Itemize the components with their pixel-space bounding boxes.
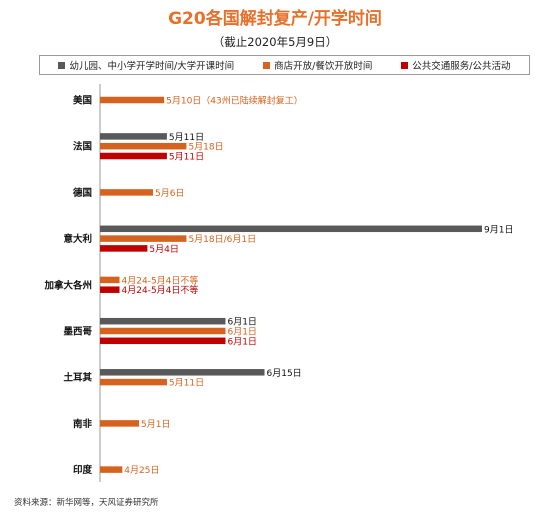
bar-shops — [100, 276, 120, 284]
data-label: 9月1日 — [484, 224, 513, 235]
chart-subtitle: （截止2020年5月9日） — [212, 35, 338, 49]
bar-shops — [100, 96, 165, 104]
data-label: 5月11日 — [169, 152, 204, 163]
data-label: 4月24-5月4日不等 — [122, 284, 199, 296]
legend: 幼儿园、中小学开学时间/大学开课时间 商店开放/餐饮开放时间 公共交通服务/公共… — [39, 55, 530, 75]
bar-shops — [100, 235, 187, 242]
bar-shops — [100, 327, 226, 335]
legend-label-transit: 公共交通服务/公共活动 — [412, 61, 511, 72]
data-label: 4月25日 — [124, 465, 159, 476]
data-label: 5月6日 — [155, 188, 184, 199]
category-label: 美国 — [72, 95, 92, 107]
legend-swatch-transit — [401, 61, 409, 69]
legend-label-school: 幼儿园、中小学开学时间/大学开课时间 — [69, 61, 235, 72]
bar-school — [100, 133, 167, 140]
data-label: 5月11日 — [169, 378, 204, 389]
data-label: 5月18日/6月1日 — [188, 234, 256, 245]
bar-school — [100, 369, 265, 376]
bar-school — [100, 225, 482, 233]
category-label: 南非 — [73, 418, 93, 430]
category-label: 土耳其 — [63, 372, 92, 384]
bar-shops — [100, 420, 140, 427]
data-label: 5月4日 — [149, 244, 178, 255]
data-label: 6月1日 — [227, 327, 256, 338]
bar-shops — [100, 142, 187, 150]
data-label: 6月1日 — [227, 317, 256, 328]
data-label: 4月24-5月4日不等 — [122, 274, 199, 286]
legend-item-transit: 公共交通服务/公共活动 — [401, 58, 510, 72]
source-note: 资料来源：新华网等，天风证券研究所 — [14, 498, 159, 508]
data-label: 6月15日 — [267, 368, 302, 379]
legend-item-school: 幼儿园、中小学开学时间/大学开课时间 — [58, 58, 234, 72]
bar-transit — [100, 152, 167, 160]
bar-school — [100, 317, 226, 325]
data-label: 5月10日（43州已陆续解封复工） — [166, 95, 303, 107]
chart-title: G20各国解封复产/开学时间 — [168, 9, 382, 29]
data-label: 5月18日 — [188, 142, 223, 153]
data-label: 5月11日 — [169, 132, 204, 143]
data-label: 5月1日 — [141, 419, 170, 430]
category-label: 法国 — [73, 141, 92, 153]
legend-swatch-school — [58, 61, 66, 69]
category-label: 德国 — [73, 187, 92, 199]
bar-transit — [100, 337, 226, 345]
bar-shops — [100, 189, 153, 196]
legend-item-shops: 商店开放/餐饮开放时间 — [263, 58, 372, 72]
bar-shops — [100, 378, 167, 386]
data-label: 6月1日 — [227, 336, 256, 347]
category-label: 印度 — [73, 464, 93, 476]
bar-transit — [100, 286, 120, 293]
category-label: 加拿大各州 — [43, 279, 92, 291]
category-label: 意大利 — [63, 233, 92, 245]
legend-label-shops: 商店开放/餐饮开放时间 — [274, 61, 373, 72]
category-label: 墨西哥 — [63, 327, 92, 338]
bar-shops — [100, 466, 123, 473]
bar-transit — [100, 245, 148, 252]
legend-swatch-shops — [263, 61, 271, 69]
